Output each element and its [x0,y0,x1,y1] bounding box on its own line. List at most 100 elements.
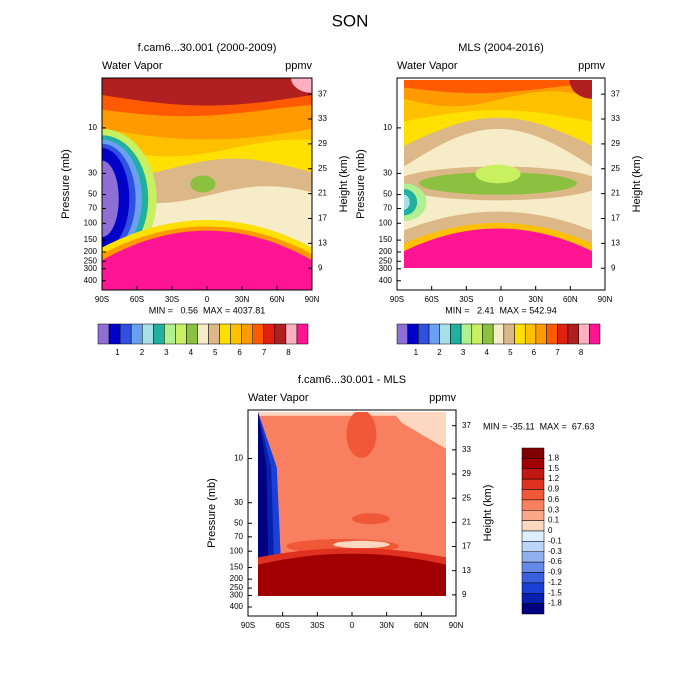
y2-tick-label: 37 [462,421,471,430]
colorbar-box [450,323,462,345]
y2-tick-label: 33 [318,114,327,123]
y2-tick-label: 21 [611,189,620,198]
y-axis-label: Pressure (mb) [206,478,218,548]
colorbar-box [521,530,545,542]
right-string: ppmv [429,392,456,404]
colorbar-label: 2 [437,348,442,357]
y-tick-label: 70 [234,532,243,541]
colorbar-box [546,323,558,345]
colorbar-box [521,520,545,532]
colorbar-box [567,323,579,345]
y2-tick-label: 37 [318,89,327,98]
y2-axis-label: Height (km) [631,156,643,213]
colorbar-label: -1.5 [548,588,562,597]
colorbar-label: 1 [414,348,419,357]
colorbar-box [535,323,547,345]
colorbar-label: 6 [532,348,537,357]
colorbar-box [418,323,430,345]
contour-fill [291,78,312,93]
x-tick-label: 30S [165,295,179,304]
y-tick-label: 250 [84,256,98,265]
colorbar-label: 2 [140,348,145,357]
colorbar-label: 0.1 [548,516,560,525]
contour-fill [102,78,312,106]
figure-title: SON [332,11,369,30]
x-tick-label: 90S [95,295,109,304]
left-string: Water Vapor [102,60,163,72]
x-tick-label: 90N [305,295,320,304]
colorbar-box [263,323,276,345]
contour-fill [190,175,216,193]
min-max: MIN = -35.11 MAX = 67.63 [483,421,594,431]
colorbar-label: -0.1 [548,536,562,545]
y2-tick-label: 29 [462,469,471,478]
contour-fill [404,194,410,210]
colorbar-box [141,323,154,345]
colorbar-box [503,323,515,345]
y-tick-label: 100 [379,218,393,227]
left-string: Water Vapor [248,392,309,404]
colorbar-box [439,323,451,345]
colorbar-box [492,323,505,345]
y2-tick-label: 29 [611,139,620,148]
x-tick-label: 0 [350,621,355,630]
colorbar-label: 1 [115,348,120,357]
colorbar-label: -0.6 [548,557,562,566]
y2-tick-label: 29 [318,139,327,148]
colorbar-label: 0.3 [548,505,560,514]
y2-tick-label: 13 [318,238,327,247]
min-max: MIN = 0.56 MAX = 4037.81 [149,305,266,315]
colorbar-box [521,603,545,615]
colorbar-box [252,323,265,345]
x-tick-label: 90N [598,295,613,304]
x-tick-label: 30S [459,295,473,304]
y-tick-label: 70 [383,204,392,213]
colorbar-label: 4 [189,348,194,357]
colorbar-label: 8 [579,348,584,357]
y-tick-label: 250 [230,583,244,592]
y-tick-label: 300 [84,264,98,273]
y2-tick-label: 21 [318,189,327,198]
colorbar-label: 0 [548,526,553,535]
colorbar-box [428,323,440,345]
x-tick-label: 30N [528,295,543,304]
colorbar-box [119,323,132,345]
y2-tick-label: 17 [318,214,327,223]
colorbar-box [589,323,601,345]
colorbar-label: 1.8 [548,453,560,462]
x-tick-label: 60N [270,295,285,304]
colorbar-label: 0.6 [548,495,560,504]
x-tick-label: 60S [130,295,144,304]
y2-tick-label: 9 [318,263,323,272]
x-tick-label: 60S [425,295,439,304]
y2-tick-label: 25 [462,493,471,502]
colorbar-box [186,323,198,345]
y-tick-label: 150 [84,235,98,244]
colorbar-box [521,468,545,480]
left-string: Water Vapor [397,60,458,72]
contour-fill [404,80,592,94]
colorbar-box [208,323,220,345]
y-tick-label: 200 [84,247,98,256]
contour-fill [333,540,390,549]
colorbar-box [296,323,309,345]
contour-fill [475,164,521,184]
y-tick-label: 100 [84,218,98,227]
colorbar-box [97,323,110,345]
colorbar-box [164,323,176,345]
y2-tick-label: 21 [462,517,471,526]
contour-fill [569,80,592,99]
colorbar-label: 8 [286,348,291,357]
contour-fill [102,230,312,290]
y-tick-label: 150 [230,563,244,572]
contour-fill [102,160,119,237]
x-tick-label: 90N [449,621,464,630]
colorbar-box [514,323,526,345]
colorbar-label: 0.9 [548,485,560,494]
x-tick-label: 30N [379,621,394,630]
y2-tick-label: 33 [611,114,620,123]
colorbar-box [219,323,231,345]
y2-tick-label: 9 [462,590,467,599]
panel-title: MLS (2004-2016) [458,42,544,54]
x-tick-label: 60N [414,621,429,630]
